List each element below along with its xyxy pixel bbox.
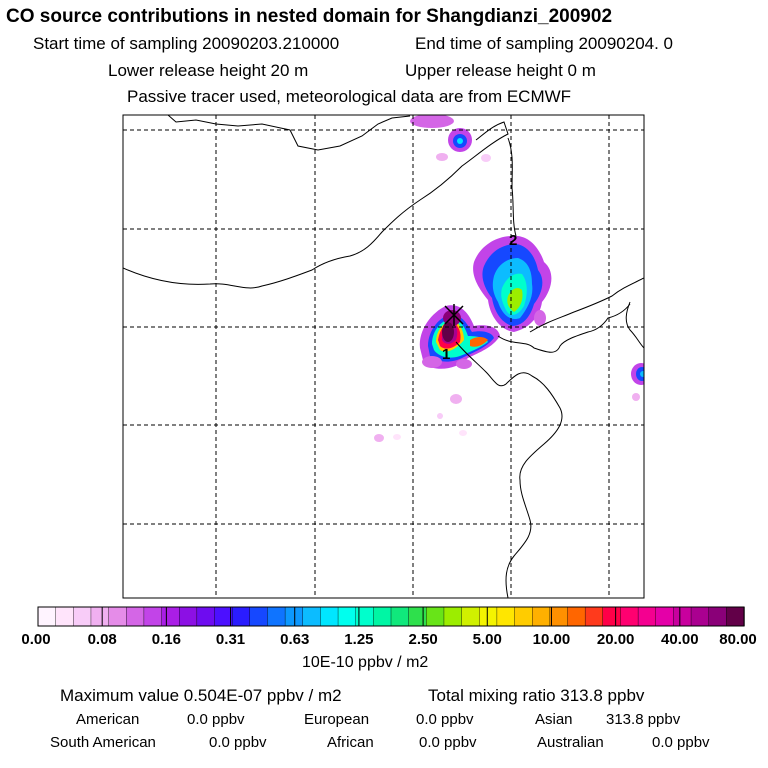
region-value: 0.0 ppbv xyxy=(416,711,474,728)
region-name: Asian xyxy=(535,711,573,728)
colorbar-cell xyxy=(479,606,498,627)
colorbar-tick-label: 0.63 xyxy=(280,631,310,648)
colorbar-cell xyxy=(373,606,392,627)
colorbar-cell xyxy=(108,606,127,627)
colorbar-cell xyxy=(390,606,410,627)
region-name: South American xyxy=(50,734,156,751)
colorbar-cell xyxy=(637,606,657,627)
graticule xyxy=(123,115,644,598)
colorbar-tick-label: 1.25 xyxy=(344,631,374,648)
region-value: 0.0 ppbv xyxy=(187,711,245,728)
colorbar-tick-label: 0.08 xyxy=(87,631,117,648)
plume-faint-patches xyxy=(374,393,640,442)
receptor-marker-icon xyxy=(444,304,464,326)
colorbar-cell xyxy=(90,606,110,627)
colorbar-cell xyxy=(73,606,92,627)
colorbar-cell xyxy=(284,606,304,627)
chart-title: CO source contributions in nested domain… xyxy=(6,6,613,27)
colorbar-cell xyxy=(249,606,269,627)
colorbar-tick-label: 80.00 xyxy=(719,631,757,648)
colorbar-tick-label: 2.50 xyxy=(408,631,438,648)
colorbar-cell xyxy=(267,606,286,627)
colorbar-cell xyxy=(178,606,198,627)
colorbar-cell xyxy=(214,606,233,627)
colorbar-units: 10E-10 ppbv / m2 xyxy=(302,654,429,671)
colorbar-cell xyxy=(231,606,251,627)
plume-north xyxy=(410,115,491,162)
region-value: 0.0 ppbv xyxy=(652,734,710,751)
region-name: Australian xyxy=(537,734,604,751)
coastlines xyxy=(123,115,644,598)
colorbar-cell xyxy=(567,606,586,627)
region-name: European xyxy=(304,711,370,728)
colorbar-cell xyxy=(426,606,445,627)
colorbar-cell xyxy=(126,606,145,627)
colorbar-cell xyxy=(320,606,339,627)
lower-release-height-label: Lower release height 20 m xyxy=(108,61,309,80)
colorbar-cell xyxy=(55,606,75,627)
colorbar-cell xyxy=(673,606,692,627)
colorbar-cell xyxy=(514,606,533,627)
colorbar-tick-label: 0.00 xyxy=(21,631,51,648)
colorbar-cell xyxy=(655,606,675,627)
region-value: 0.0 ppbv xyxy=(419,734,477,751)
colorbar-cell xyxy=(337,606,357,627)
colorbar-cell xyxy=(532,606,551,627)
colorbar-tick-label: 20.00 xyxy=(596,631,635,648)
tracer-note: Passive tracer used, meteorological data… xyxy=(127,87,572,106)
upper-release-height-label: Upper release height 0 m xyxy=(405,61,596,80)
colorbar-cell xyxy=(584,606,604,627)
colorbar-cell xyxy=(37,606,57,627)
end-time-label: End time of sampling 20090204. 0 xyxy=(415,34,674,53)
colorbar-tick-label: 5.00 xyxy=(472,631,502,648)
region-value: 313.8 ppbv xyxy=(606,711,681,728)
colorbar-frame xyxy=(37,606,745,627)
colorbar-cell xyxy=(196,606,216,627)
total-mixing-ratio: Total mixing ratio 313.8 ppbv xyxy=(428,686,645,705)
colorbar-tick-label: 0.16 xyxy=(151,631,181,648)
colorbar-cell xyxy=(143,606,163,627)
colorbar-cell xyxy=(496,606,516,627)
colorbar-cell xyxy=(161,606,180,627)
region-name: African xyxy=(327,734,374,751)
colorbar-cell xyxy=(690,606,710,627)
colorbar-cell xyxy=(549,606,569,627)
colorbar-tick-label: 10.00 xyxy=(532,631,571,648)
colorbar-cell xyxy=(461,606,480,627)
colorbar-cell xyxy=(620,606,639,627)
map-frame xyxy=(122,114,645,599)
colorbar-cell xyxy=(408,606,427,627)
colorbar-tick-label: 40.00 xyxy=(661,631,699,648)
plume-east xyxy=(631,363,644,385)
colorbar-cell xyxy=(443,606,463,627)
marker-2-label: 2 xyxy=(509,232,517,249)
plume-marker-2 xyxy=(473,235,552,332)
colorbar-tick-label: 0.31 xyxy=(215,631,246,648)
start-time-label: Start time of sampling 20090203.210000 xyxy=(33,34,340,53)
plume-source xyxy=(419,305,500,369)
colorbar-cell xyxy=(302,606,322,627)
colorbar-cell xyxy=(726,606,745,627)
marker-1-label: 1 xyxy=(442,346,450,363)
region-value: 0.0 ppbv xyxy=(209,734,267,751)
colorbar-cell xyxy=(602,606,622,627)
maximum-value: Maximum value 0.504E-07 ppbv / m2 xyxy=(60,686,342,705)
region-name: American xyxy=(76,711,140,728)
colorbar-cell xyxy=(708,606,728,627)
